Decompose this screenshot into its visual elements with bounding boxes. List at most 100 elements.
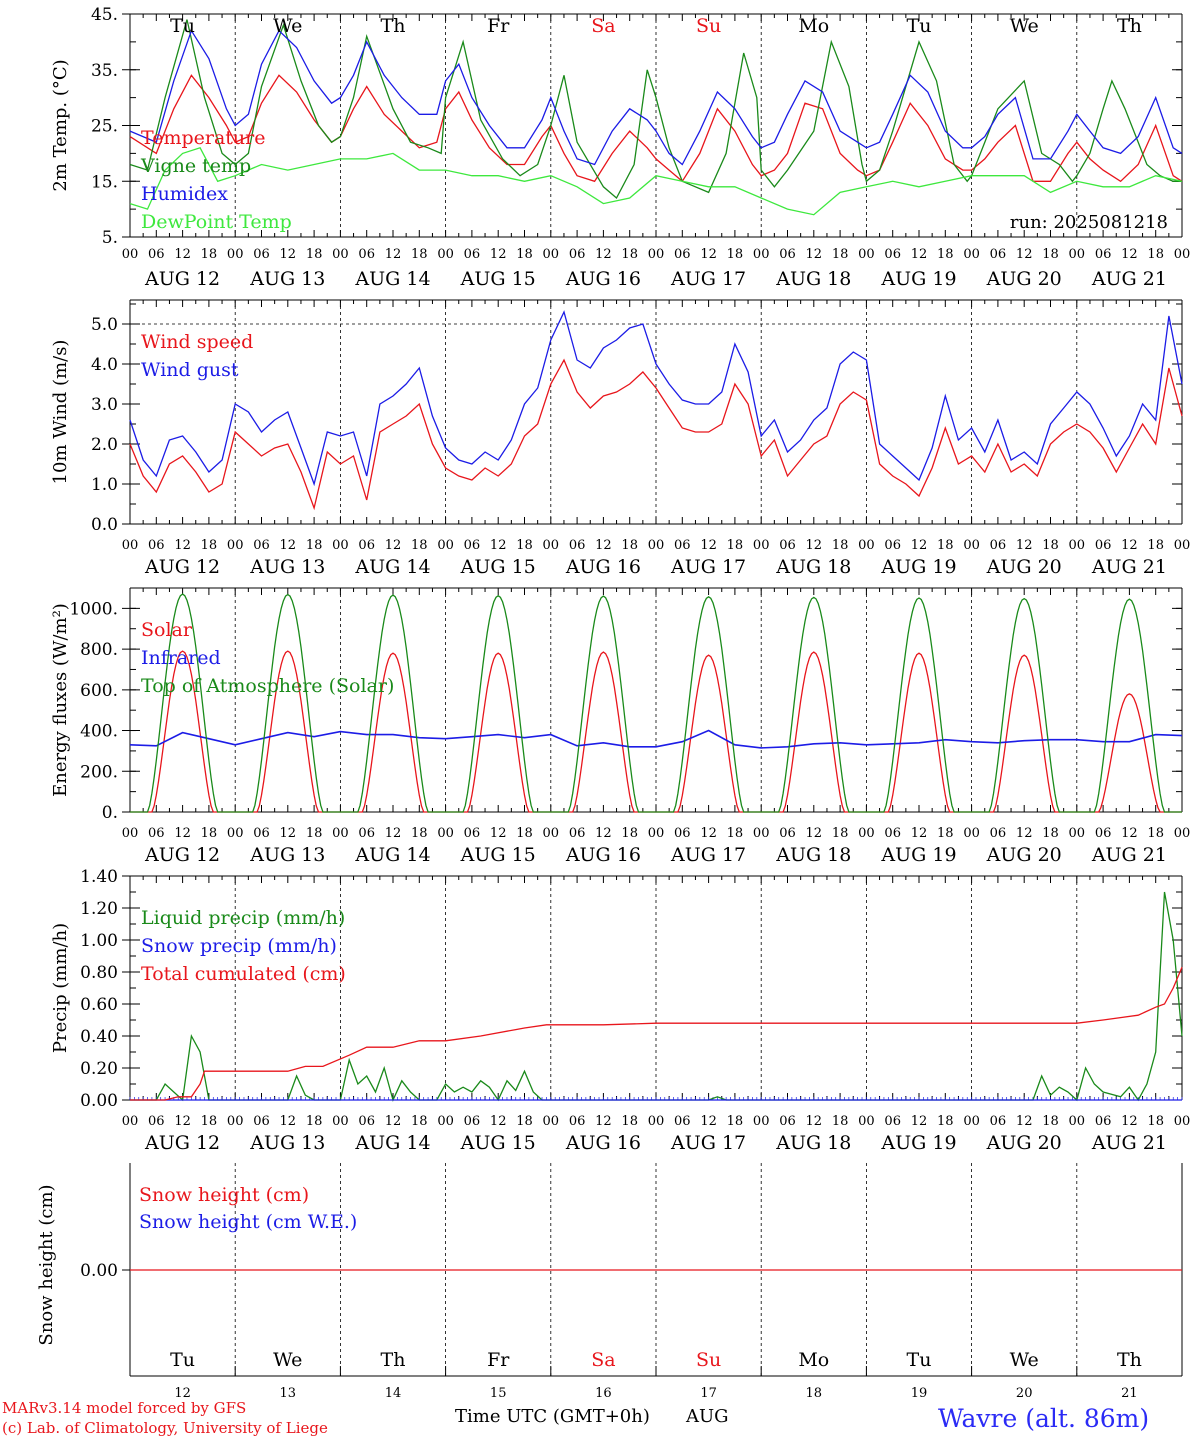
hour-tick-label: 00 — [543, 1114, 560, 1129]
hour-tick-label: 12 — [700, 538, 717, 553]
hour-tick-label: 00 — [332, 247, 349, 262]
hour-tick-label: 18 — [411, 826, 428, 841]
panel-precip: 00 06 12 18 AUG 12 00 06 12 18 AUG 13 00 06 12 18 AUG … — [50, 867, 1190, 1154]
hour-tick-label: 18 — [937, 1114, 954, 1129]
day-number-label: 17 — [700, 1386, 717, 1401]
hour-tick-label: 06 — [358, 1114, 375, 1129]
y-tick-label: 0.00 — [80, 1091, 118, 1111]
hour-tick-label: 06 — [884, 538, 901, 553]
date-label: AUG 20 — [986, 556, 1062, 578]
hour-tick-label: 00 — [1069, 538, 1086, 553]
date-label: AUG 17 — [670, 1132, 746, 1154]
weekday-label: Mo — [798, 15, 829, 37]
y-tick-label: 1.20 — [80, 899, 118, 919]
hour-tick-label: 18 — [937, 826, 954, 841]
hour-tick-label: 06 — [884, 1114, 901, 1129]
weekday-label: Su — [696, 15, 721, 37]
y-tick-label: 0.60 — [80, 995, 118, 1015]
hour-tick-label: 06 — [253, 1114, 270, 1129]
date-label: AUG 13 — [249, 268, 325, 290]
weekday-label: Th — [381, 1349, 406, 1371]
y-tick-label: 0.20 — [80, 1059, 118, 1079]
hour-tick-label: 12 — [385, 538, 402, 553]
hour-tick-label: 06 — [779, 538, 796, 553]
y-tick-label: 200. — [80, 762, 118, 782]
hour-tick-label: 12 — [1016, 826, 1033, 841]
hour-tick-label: 00 — [858, 826, 875, 841]
y-tick-label: 1.00 — [80, 931, 118, 951]
weekday-label: We — [1010, 15, 1039, 37]
date-label: AUG 17 — [670, 268, 746, 290]
hour-tick-label: 12 — [385, 826, 402, 841]
hour-tick-label: 12 — [595, 1114, 612, 1129]
hour-tick-label: 12 — [174, 1114, 191, 1129]
hour-tick-label: 12 — [490, 538, 507, 553]
hour-tick-label: 00 — [437, 538, 454, 553]
weekday-label: Mo — [798, 1349, 829, 1371]
hour-tick-label: 12 — [490, 1114, 507, 1129]
hour-tick-label: 18 — [832, 1114, 849, 1129]
date-label: AUG 19 — [880, 268, 956, 290]
hour-tick-label: 12 — [595, 826, 612, 841]
hour-tick-label: 00 — [122, 1114, 139, 1129]
run-annotation: run: 2025081218 — [1010, 212, 1168, 233]
date-label: AUG 18 — [775, 1132, 851, 1154]
day-number-label: 18 — [806, 1386, 823, 1401]
hour-tick-label: 06 — [253, 538, 270, 553]
hour-tick-label: 18 — [516, 1114, 533, 1129]
date-label: AUG 15 — [460, 268, 536, 290]
hour-tick-label: 12 — [385, 247, 402, 262]
y-tick-label: 600. — [80, 681, 118, 701]
day-number-label: 19 — [911, 1386, 928, 1401]
panel-snow: 0.00 Snow height (cm) Snow height (cm) Snow… — [36, 1163, 1183, 1401]
y-tick-label: 1000. — [69, 599, 118, 619]
hour-tick-label: 18 — [621, 1114, 638, 1129]
model-credit: MARv3.14 model forced by GFS — [2, 1399, 247, 1417]
hour-tick-label: 00 — [858, 247, 875, 262]
legend-infrared: Infrared — [141, 647, 221, 669]
weekday-label: Sa — [591, 15, 615, 37]
hour-tick-label: 12 — [174, 538, 191, 553]
hour-tick-label: 06 — [148, 826, 165, 841]
hour-tick-label: 18 — [411, 1114, 428, 1129]
hour-tick-label: 06 — [674, 538, 691, 553]
hour-tick-label: 12 — [806, 247, 823, 262]
weekday-label: Th — [1117, 1349, 1142, 1371]
day-number-label: 12 — [174, 1386, 191, 1401]
y-tick-label: 1.0 — [91, 475, 118, 495]
hour-tick-label: 00 — [1174, 247, 1191, 262]
hour-tick-label: 12 — [806, 826, 823, 841]
hour-tick-label: 12 — [1016, 1114, 1033, 1129]
hour-tick-label: 00 — [1174, 1114, 1191, 1129]
y-axis-label: 2m Temp. (°C) — [50, 59, 71, 191]
weekday-label: We — [1010, 1349, 1039, 1371]
hour-tick-label: 12 — [1121, 826, 1138, 841]
day-number-label: 21 — [1121, 1386, 1138, 1401]
weekday-label: Su — [696, 1349, 721, 1371]
hour-tick-label: 12 — [700, 826, 717, 841]
hour-tick-label: 00 — [227, 247, 244, 262]
hour-tick-label: 12 — [280, 538, 297, 553]
weekday-label: Fr — [487, 1349, 510, 1371]
hour-tick-label: 06 — [779, 826, 796, 841]
hour-tick-label: 18 — [1147, 538, 1164, 553]
day-number-label: 16 — [595, 1386, 612, 1401]
hour-tick-label: 06 — [1095, 1114, 1112, 1129]
hour-tick-label: 00 — [648, 826, 665, 841]
date-label: AUG 12 — [144, 556, 220, 578]
hour-tick-label: 18 — [1042, 247, 1059, 262]
hour-tick-label: 18 — [1147, 826, 1164, 841]
month-label: AUG — [686, 1406, 729, 1427]
date-label: AUG 16 — [565, 268, 641, 290]
y-tick-label: 0.80 — [80, 963, 118, 983]
hour-tick-label: 00 — [122, 538, 139, 553]
hour-tick-label: 06 — [569, 538, 586, 553]
hour-tick-label: 18 — [727, 826, 744, 841]
hour-tick-label: 00 — [122, 826, 139, 841]
y-axis-label: Snow height (cm) — [36, 1184, 57, 1345]
hour-tick-label: 00 — [963, 826, 980, 841]
hour-tick-label: 00 — [1174, 538, 1191, 553]
date-label: AUG 12 — [144, 844, 220, 866]
hour-tick-label: 18 — [937, 538, 954, 553]
hour-tick-label: 06 — [1095, 247, 1112, 262]
